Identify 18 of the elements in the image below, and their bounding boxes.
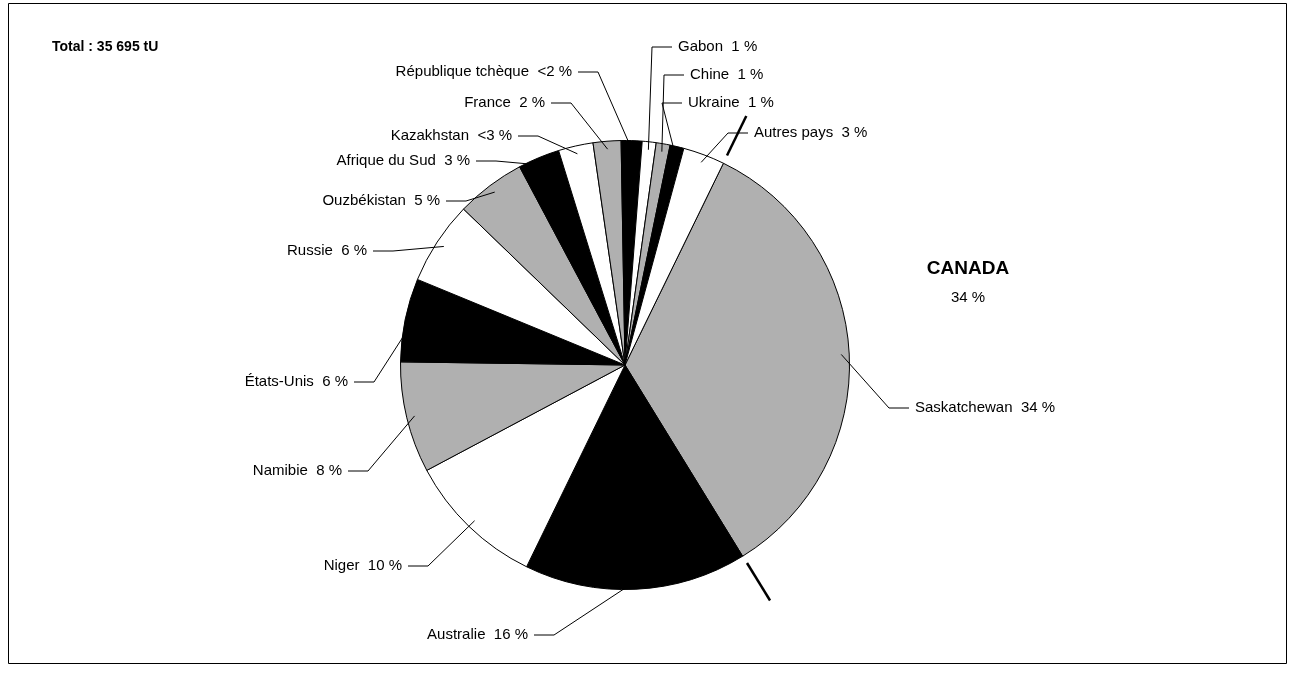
slice-label: Australie 16 % xyxy=(427,625,528,643)
slice-label: Ouzbékistan 5 % xyxy=(322,191,440,209)
slice-label: Autres pays 3 % xyxy=(754,123,868,141)
slice-label: Kazakhstan <3 % xyxy=(390,126,512,144)
slice-label: République tchèque <2 % xyxy=(395,62,572,80)
text: CANADA xyxy=(926,257,1010,279)
data-label: 34 % xyxy=(950,288,986,306)
text: Total : 35 695 tU xyxy=(52,37,159,54)
slice-label: France 2 % xyxy=(464,93,545,111)
slice-label: Chine 1 % xyxy=(690,65,764,83)
slice-label: Afrique du Sud 3 % xyxy=(336,151,470,169)
slice-label: Russie 6 % xyxy=(286,241,367,259)
slice-label: Gabon 1 % xyxy=(678,37,758,55)
slice-label: Namibie 8 % xyxy=(252,461,342,479)
slice-label: Ukraine 1 % xyxy=(688,93,774,111)
slice-label: Saskatchewan 34 % xyxy=(915,398,1056,416)
slice-label: États-Unis 6 % xyxy=(244,372,348,390)
slice-label: Niger 10 % xyxy=(323,556,402,574)
